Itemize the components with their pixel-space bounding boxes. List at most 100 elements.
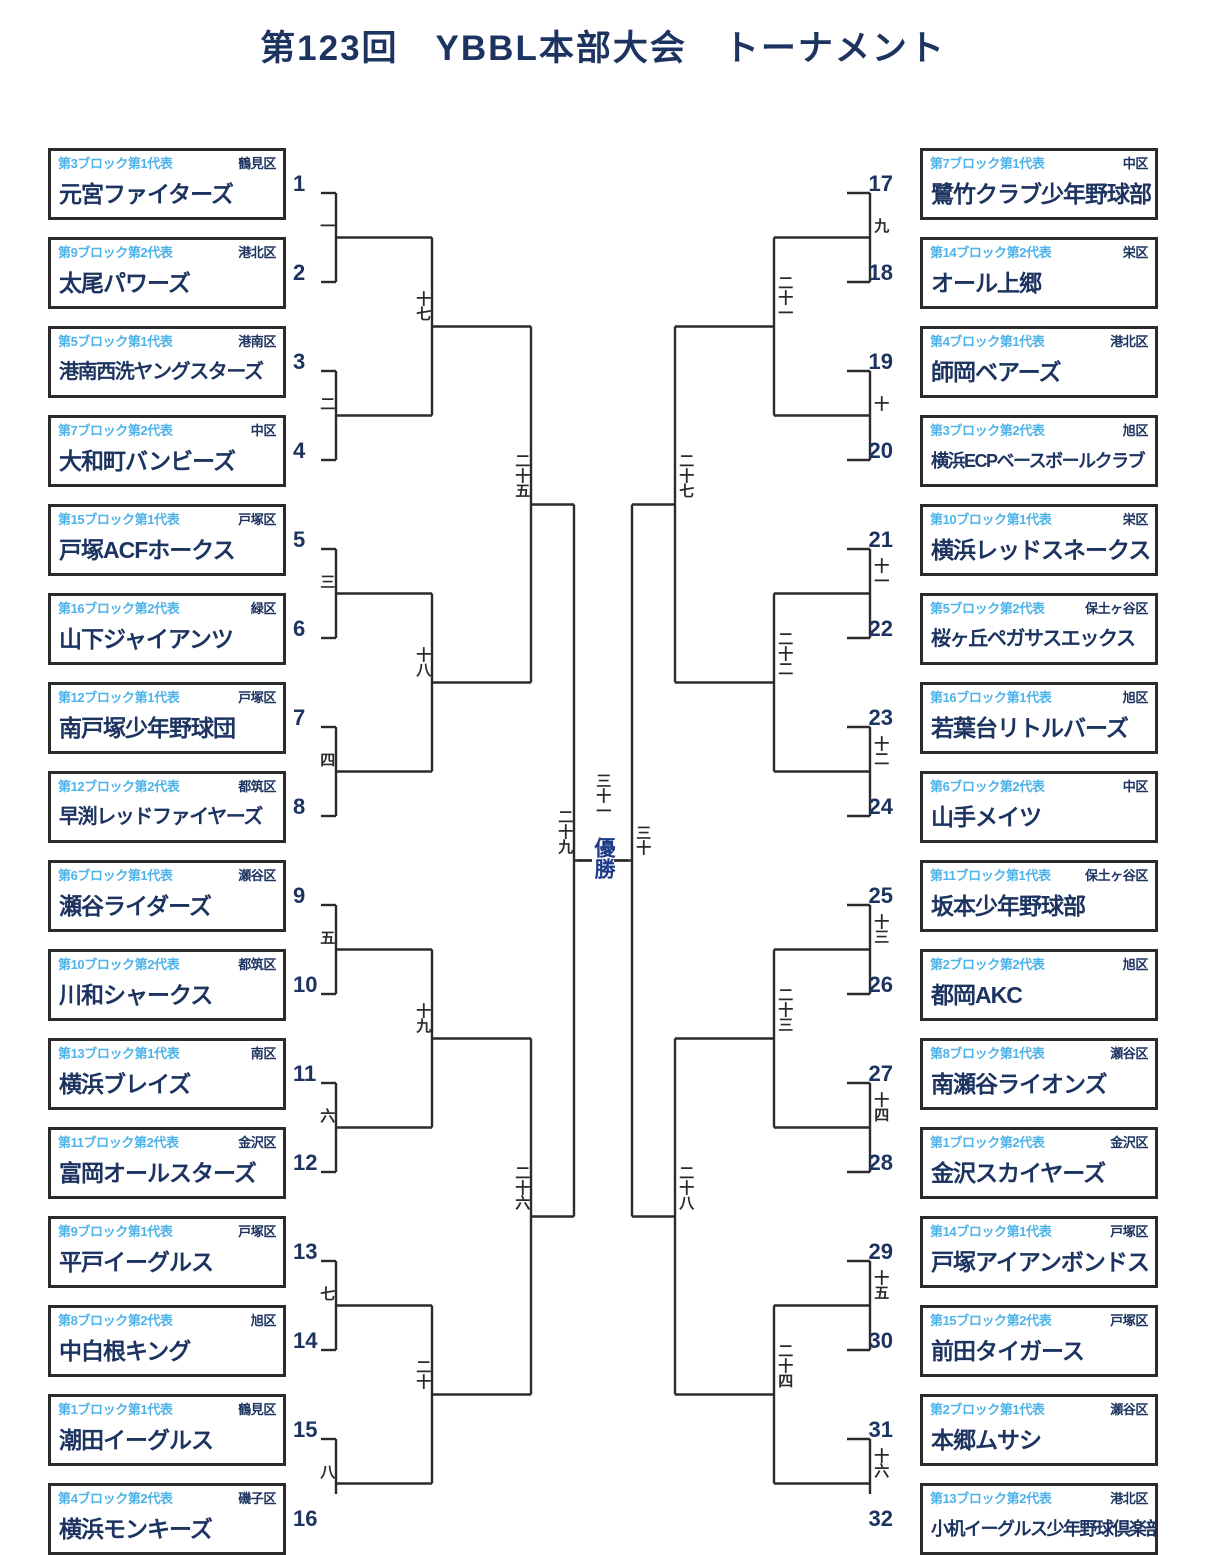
team-name: 太尾パワーズ xyxy=(59,270,191,296)
team-box-19[interactable]: 第4ブロック第1代表 港北区 師岡ベアーズ xyxy=(920,326,1158,398)
team-meta-row: 第4ブロック第1代表 港北区 xyxy=(923,329,1155,350)
match-number-m31: 三十一 xyxy=(594,772,612,818)
match-number-m30: 三十 xyxy=(634,824,652,855)
team-box-5[interactable]: 第15ブロック第1代表 戸塚区戸塚ACFホークス xyxy=(48,504,286,576)
match-number-m10: 十 xyxy=(872,395,890,411)
team-block-label: 第15ブロック第2代表 xyxy=(930,1313,1052,1328)
seed-number-29: 29 xyxy=(868,1239,893,1264)
team-block-label: 第12ブロック第1代表 xyxy=(58,690,180,705)
team-meta-row: 第14ブロック第1代表 戸塚区 xyxy=(923,1219,1155,1240)
match-number-m12: 十二 xyxy=(872,735,890,766)
team-box-13[interactable]: 第9ブロック第1代表 戸塚区 平戸イーグルス xyxy=(48,1216,286,1288)
team-block-label: 第1ブロック第1代表 xyxy=(58,1402,173,1417)
team-box-25[interactable]: 第11ブロック第1代表 保土ヶ谷区坂本少年野球部 xyxy=(920,860,1158,932)
team-name: 本郷ムサシ xyxy=(931,1427,1042,1453)
seed-number-6: 6 xyxy=(293,616,306,641)
team-name: 坂本少年野球部 xyxy=(931,893,1086,919)
team-box-12[interactable]: 第11ブロック第2代表 金沢区 富岡オールスターズ xyxy=(48,1127,286,1199)
team-meta-row: 第5ブロック第1代表 港南区 xyxy=(51,329,283,350)
team-box-30[interactable]: 第15ブロック第2代表 戸塚区 前田タイガース xyxy=(920,1305,1158,1377)
team-ward-label: 磯子区 xyxy=(238,1491,276,1506)
team-box-22[interactable]: 第5ブロック第2代表 保土ヶ谷区 桜ヶ丘ペガサスエックス xyxy=(920,593,1158,665)
team-name: 横浜モンキーズ xyxy=(59,1516,213,1542)
team-box-29[interactable]: 第14ブロック第1代表 戸塚区 戸塚アイアンボンドス xyxy=(920,1216,1158,1288)
team-ward-label: 中区 xyxy=(250,423,277,438)
team-block-label: 第13ブロック第1代表 xyxy=(58,1046,180,1061)
team-box-4[interactable]: 第7ブロック第2代表 中区 大和町バンビーズ xyxy=(48,415,286,487)
team-box-10[interactable]: 第10ブロック第2代表 都筑区 川和シャークス xyxy=(48,949,286,1021)
team-meta-row: 第12ブロック第1代表 戸塚区 xyxy=(51,685,283,706)
team-box-17[interactable]: 第7ブロック第1代表 中区 鷺竹クラブ少年野球部 xyxy=(920,148,1158,220)
team-box-26[interactable]: 第2ブロック第2代表 旭区 都岡AKC xyxy=(920,949,1158,1021)
team-ward-label: 栄区 xyxy=(1122,512,1149,527)
team-meta-row: 第1ブロック第1代表 鶴見区 xyxy=(51,1397,283,1418)
team-box-23[interactable]: 第16ブロック第1代表 旭区 若葉台リトルバーズ xyxy=(920,682,1158,754)
team-block-label: 第12ブロック第2代表 xyxy=(58,779,180,794)
team-name: 戸塚ACFホークス xyxy=(59,537,236,563)
team-box-28[interactable]: 第1ブロック第2代表 金沢区 金沢スカイヤーズ xyxy=(920,1127,1158,1199)
team-meta-row: 第9ブロック第2代表 港北区 xyxy=(51,240,283,261)
team-box-11[interactable]: 第13ブロック第1代表 南区 横浜ブレイズ xyxy=(48,1038,286,1110)
team-ward-label: 南区 xyxy=(250,1046,277,1061)
team-box-21[interactable]: 第10ブロック第1代表 栄区 横浜レッドスネークス xyxy=(920,504,1158,576)
team-name: 南瀬谷ライオンズ xyxy=(931,1071,1108,1097)
team-ward-label: 鶴見区 xyxy=(238,156,276,171)
team-box-8[interactable]: 第12ブロック第2代表 都筑区 早渕レッドファイヤーズ xyxy=(48,771,286,843)
team-meta-row: 第10ブロック第2代表 都筑区 xyxy=(51,952,283,973)
team-ward-label: 瀬谷区 xyxy=(238,868,276,883)
seed-number-1: 1 xyxy=(293,171,306,196)
team-block-label: 第5ブロック第1代表 xyxy=(58,334,173,349)
team-name: 前田タイガース xyxy=(931,1338,1085,1364)
seed-number-22: 22 xyxy=(868,616,893,641)
team-box-31[interactable]: 第2ブロック第1代表 瀬谷区 本郷ムサシ xyxy=(920,1394,1158,1466)
seed-number-3: 3 xyxy=(293,349,306,374)
seed-number-23: 23 xyxy=(868,705,893,730)
team-box-20[interactable]: 第3ブロック第2代表 旭区 横浜ECPベースボールクラブ xyxy=(920,415,1158,487)
team-meta-row: 第7ブロック第2代表 中区 xyxy=(51,418,283,439)
team-meta-row: 第11ブロック第1代表 保土ヶ谷区 xyxy=(923,863,1155,884)
team-meta-row: 第2ブロック第2代表 旭区 xyxy=(923,952,1155,973)
team-box-27[interactable]: 第8ブロック第1代表 瀬谷区 南瀬谷ライオンズ xyxy=(920,1038,1158,1110)
match-number-m7: 七 xyxy=(318,1285,336,1301)
team-box-6[interactable]: 第16ブロック第2代表 緑区 山下ジャイアンツ xyxy=(48,593,286,665)
seed-number-13: 13 xyxy=(293,1239,318,1264)
team-box-18[interactable]: 第14ブロック第2代表 栄区 オール上郷 xyxy=(920,237,1158,309)
team-box-2[interactable]: 第9ブロック第2代表 港北区太尾パワーズ xyxy=(48,237,286,309)
team-ward-label: 港南区 xyxy=(238,334,276,349)
team-name: 金沢スカイヤーズ xyxy=(931,1160,1106,1186)
team-block-label: 第4ブロック第1代表 xyxy=(930,334,1045,349)
team-meta-row: 第15ブロック第1代表 戸塚区 xyxy=(51,507,283,528)
team-block-label: 第14ブロック第1代表 xyxy=(930,1224,1052,1239)
team-block-label: 第5ブロック第2代表 xyxy=(930,601,1045,616)
team-ward-label: 瀬谷区 xyxy=(1110,1402,1148,1417)
team-ward-label: 中区 xyxy=(1122,156,1149,171)
seed-number-16: 16 xyxy=(293,1506,318,1531)
team-meta-row: 第7ブロック第1代表 中区 xyxy=(923,151,1155,172)
team-box-1[interactable]: 第3ブロック第1代表 鶴見区 元宮ファイターズ xyxy=(48,148,286,220)
team-block-label: 第7ブロック第2代表 xyxy=(58,423,173,438)
team-box-15[interactable]: 第1ブロック第1代表 鶴見区 潮田イーグルス xyxy=(48,1394,286,1466)
team-block-label: 第14ブロック第2代表 xyxy=(930,245,1052,260)
team-box-7[interactable]: 第12ブロック第1代表 戸塚区 南戸塚少年野球団 xyxy=(48,682,286,754)
team-box-14[interactable]: 第8ブロック第2代表 旭区中白根キング xyxy=(48,1305,286,1377)
team-name: 桜ヶ丘ペガサスエックス xyxy=(931,628,1136,650)
team-meta-row: 第8ブロック第2代表 旭区 xyxy=(51,1308,283,1329)
team-block-label: 第1ブロック第2代表 xyxy=(930,1135,1045,1150)
seed-number-19: 19 xyxy=(868,349,893,374)
team-meta-row: 第3ブロック第2代表 旭区 xyxy=(923,418,1155,439)
team-ward-label: 保土ヶ谷区 xyxy=(1084,868,1148,883)
team-box-24[interactable]: 第6ブロック第2代表 中区 山手メイツ xyxy=(920,771,1158,843)
match-number-m15: 十五 xyxy=(872,1269,890,1300)
match-number-m21: 二十一 xyxy=(776,274,794,320)
team-box-3[interactable]: 第5ブロック第1代表 港南区 港南西洗ヤングスターズ xyxy=(48,326,286,398)
match-number-m9: 九 xyxy=(872,217,890,233)
team-box-9[interactable]: 第6ブロック第1代表 瀬谷区 瀬谷ライダーズ xyxy=(48,860,286,932)
team-ward-label: 旭区 xyxy=(1122,690,1149,705)
team-ward-label: 金沢区 xyxy=(238,1135,276,1150)
team-name: 中白根キング xyxy=(59,1338,191,1364)
seed-number-5: 5 xyxy=(293,527,306,552)
team-name: 大和町バンビーズ xyxy=(59,448,236,474)
team-block-label: 第11ブロック第2代表 xyxy=(58,1135,179,1150)
match-number-m3: 三 xyxy=(318,573,336,589)
match-number-m6: 六 xyxy=(318,1107,336,1123)
